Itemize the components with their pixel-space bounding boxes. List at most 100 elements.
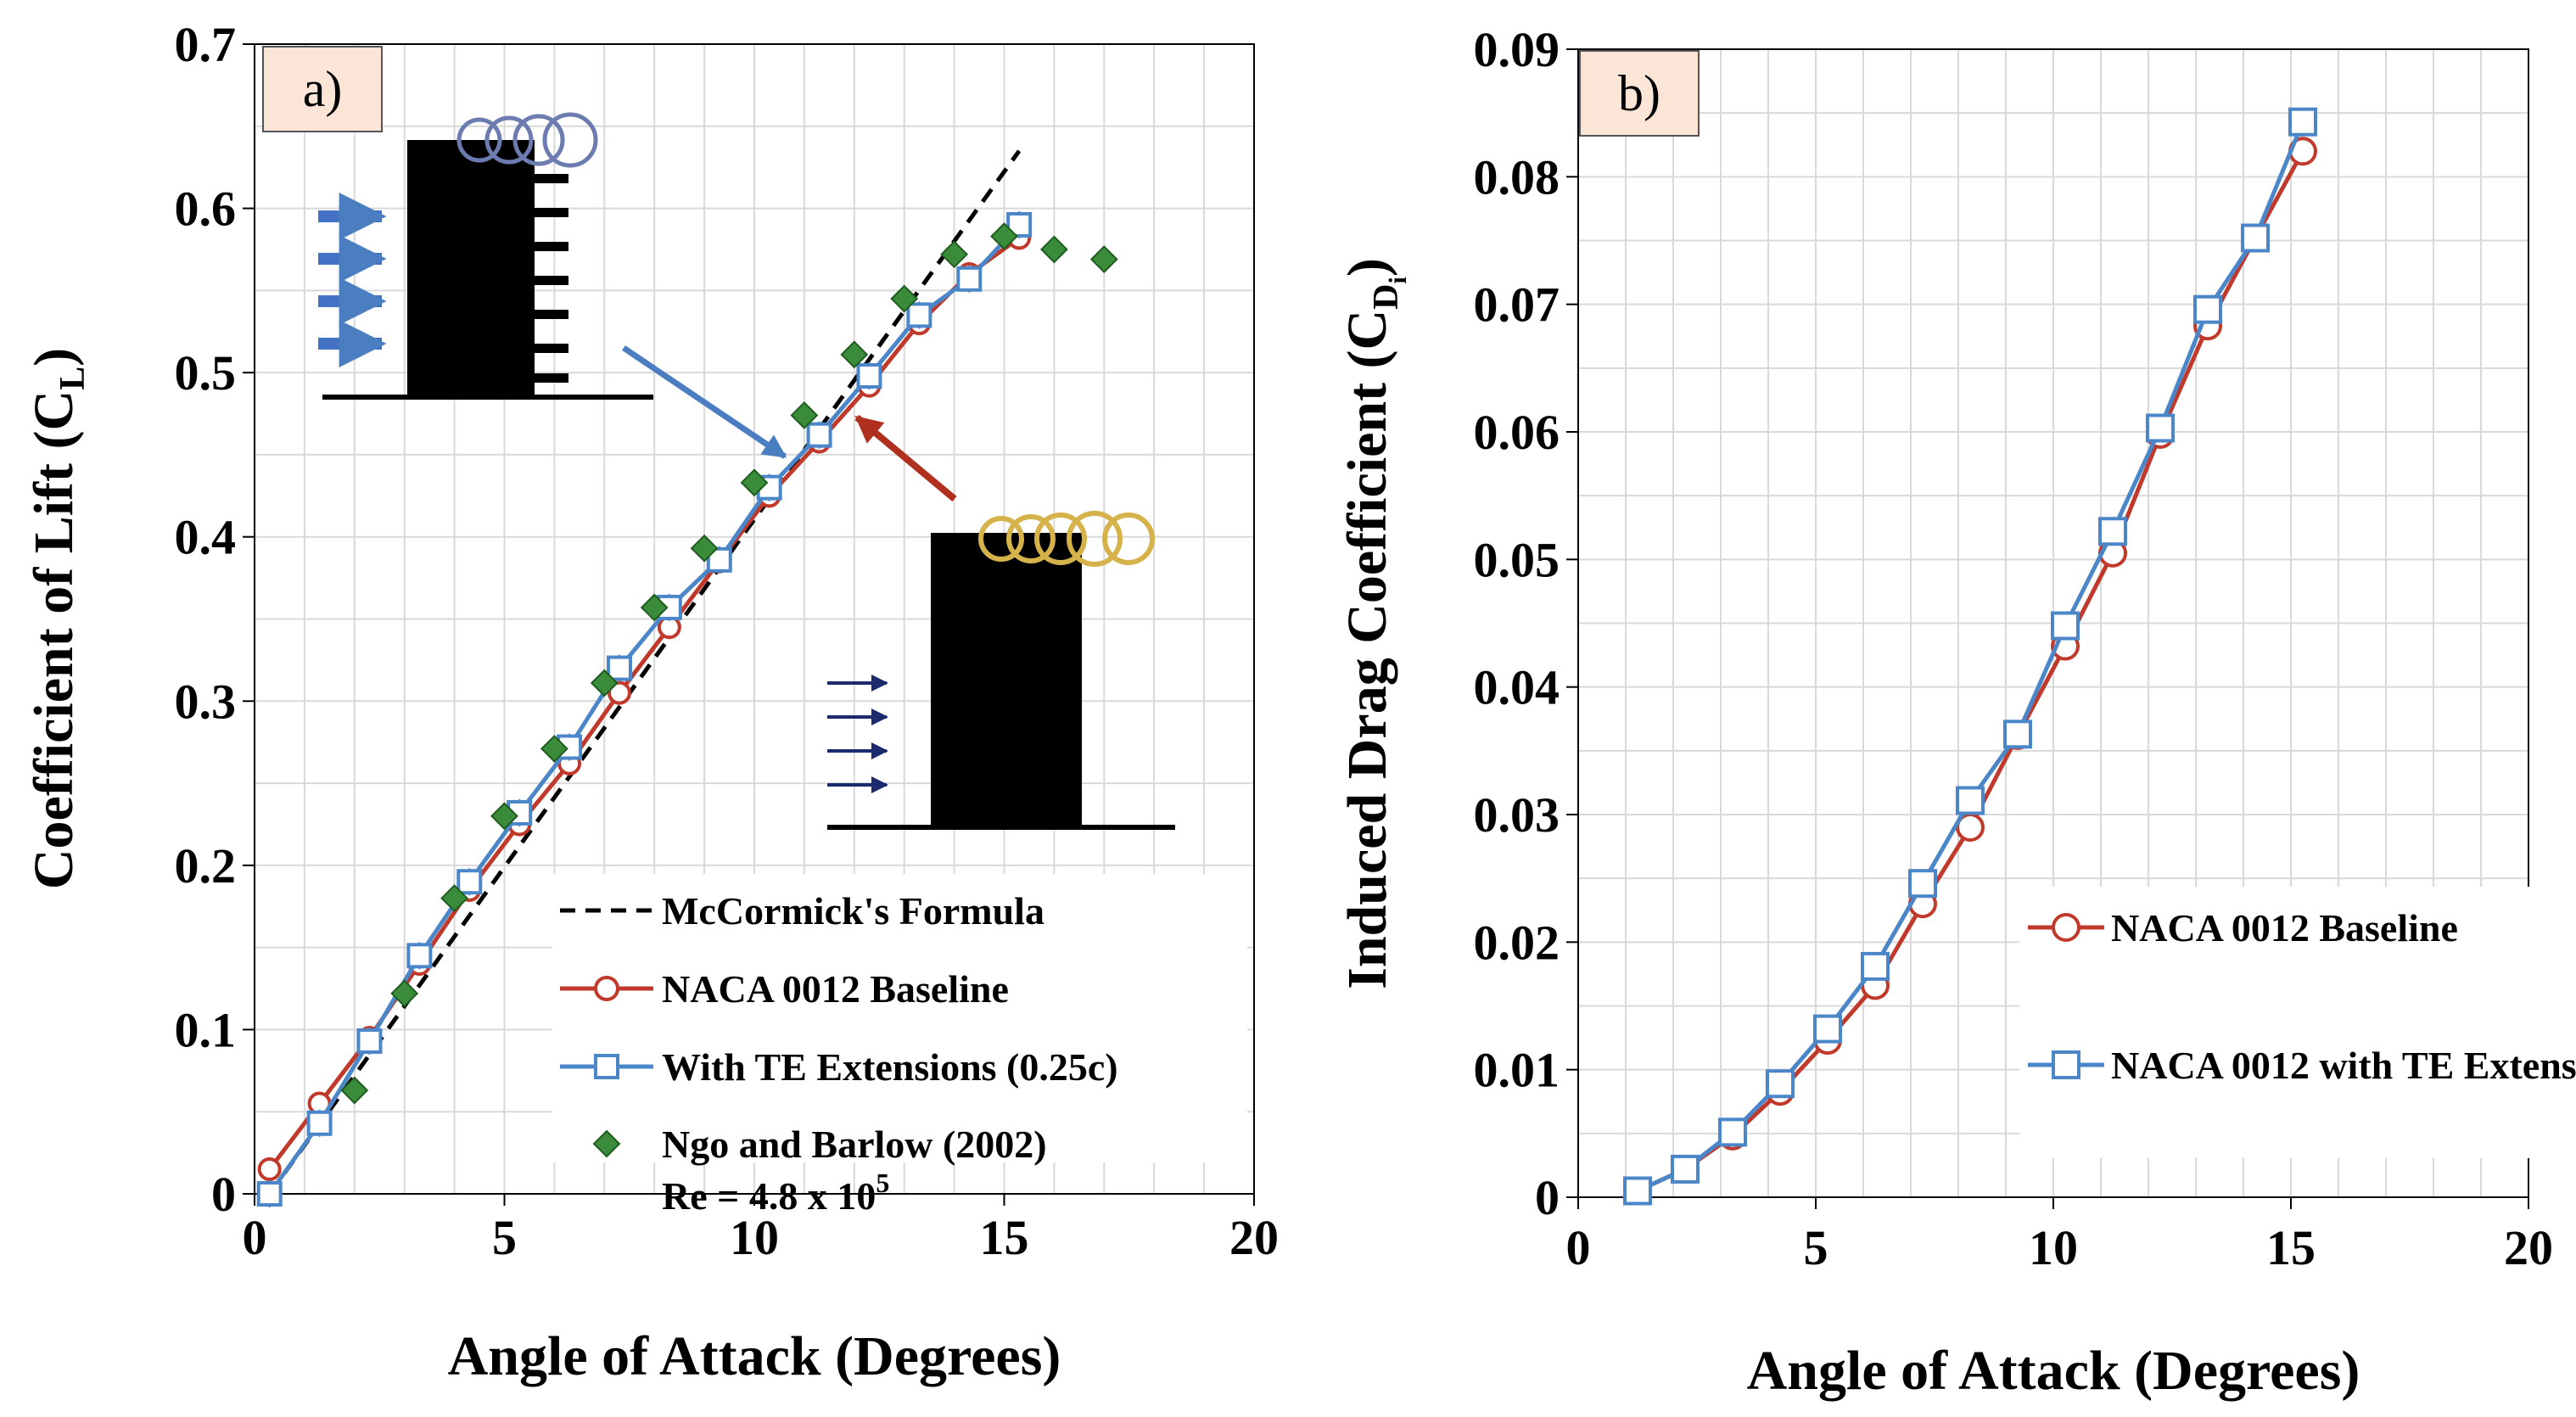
legend-a-label-mccormick: McCormick's Formula xyxy=(662,889,1044,933)
panel-b-tag-text: b) xyxy=(1618,65,1660,121)
data-point-square-b xyxy=(1623,1176,1652,1206)
data-point-square-b xyxy=(1718,1117,1747,1147)
legend-a-item-ngo: Ngo and Barlow (2002) xyxy=(592,1123,1047,1166)
y-tick-label-b: 0.02 xyxy=(1474,915,1560,970)
data-point-square-a xyxy=(256,1181,283,1207)
x-tick-label-a: 15 xyxy=(980,1210,1029,1265)
x-tick-label-b: 20 xyxy=(2504,1220,2553,1275)
data-point-square-b xyxy=(2241,223,2270,253)
y-tick-label-a: 0.7 xyxy=(175,17,237,72)
panel-a: 0 5 10 15 20 0 0.1 0.2 0.3 0.4 0.5 0.6 0.7 a) xyxy=(23,17,1279,1387)
panel-b-tag: b) xyxy=(1579,50,1700,137)
data-point-square-b xyxy=(1766,1069,1795,1099)
data-point-diamond-a xyxy=(490,802,518,831)
data-point-square-b xyxy=(1813,1014,1842,1044)
data-point-square-b xyxy=(2146,413,2175,443)
data-point-square-a xyxy=(456,869,483,895)
ticks-b: 0 5 10 15 20 0 0.01 0.02 0.03 0.04 0.05 0.06 0.07 0.0… xyxy=(1474,22,2554,1275)
y-tick-label-b: 0.04 xyxy=(1474,660,1560,715)
legend-a-label-ngo: Ngo and Barlow (2002) xyxy=(662,1123,1047,1166)
y-tick-label-b: 0.06 xyxy=(1474,405,1560,460)
y-tick-label-a: 0.5 xyxy=(175,345,237,400)
y-tick-label-a: 0.3 xyxy=(175,674,237,729)
y-tick-label-b: 0.09 xyxy=(1474,22,1560,77)
data-point-square-b xyxy=(2098,517,2127,546)
data-point-square-a xyxy=(656,594,682,620)
data-point-diamond-a xyxy=(840,340,869,369)
data-point-square-b xyxy=(2003,720,2032,749)
data-point-square-b xyxy=(2051,611,2080,641)
data-point-square-b xyxy=(1671,1154,1700,1184)
reynolds-annotation: Re = 4.8 x 105 xyxy=(662,1168,889,1218)
x-axis-label-b: Angle of Attack (Degrees) xyxy=(1747,1340,2360,1402)
legend-a-item-te: With TE Extensions (0.25c) xyxy=(560,1045,1118,1089)
data-point-square-b xyxy=(2193,294,2222,324)
data-point-diamond-a xyxy=(540,735,568,763)
data-point-diamond-a xyxy=(590,669,619,697)
data-point-square-b xyxy=(2288,107,2317,137)
data-point-diamond-a xyxy=(690,534,719,563)
x-tick-label-a: 10 xyxy=(730,1210,779,1265)
legend-b-label-te: NACA 0012 with TE Extensions xyxy=(2111,1044,2576,1087)
data-point-square-a xyxy=(306,1110,333,1136)
x-tick-label-a: 20 xyxy=(1229,1210,1279,1265)
data-point-square-b xyxy=(1861,951,1890,981)
data-point-square-a xyxy=(406,943,433,969)
legend-a: McCormick's Formula NACA 0012 Baseline W… xyxy=(552,874,1247,1166)
y-tick-label-a: 0.4 xyxy=(175,510,237,565)
data-point-diamond-a xyxy=(790,401,819,429)
data-point-diamond-a xyxy=(890,284,919,313)
data-point-diamond-a xyxy=(740,468,769,497)
data-point-square-a xyxy=(856,363,882,389)
x-tick-label-b: 5 xyxy=(1804,1220,1828,1275)
data-point-square-a xyxy=(606,655,632,681)
y-tick-label-a: 0.1 xyxy=(175,1002,237,1057)
panel-a-tag: a) xyxy=(262,46,383,132)
y-tick-label-a: 0.2 xyxy=(175,838,237,893)
data-point-diamond-a xyxy=(1089,245,1118,273)
data-point-square-a xyxy=(356,1028,383,1054)
y-axis-label-b: Induced Drag Coefficient (CDi) xyxy=(1336,258,1412,989)
data-point-diamond-a xyxy=(640,593,669,622)
y-tick-label-b: 0.03 xyxy=(1474,787,1560,843)
inset-arrow-blue xyxy=(622,345,787,459)
legend-a-item-mccormick: McCormick's Formula xyxy=(560,889,1044,933)
data-point-diamond-a xyxy=(390,979,419,1008)
legend-b-item-te: NACA 0012 with TE Extensions xyxy=(2028,1044,2576,1087)
data-point-diamond-a xyxy=(940,240,969,269)
data-point-diamond-a xyxy=(990,222,1018,250)
y-tick-label-b: 0.01 xyxy=(1474,1043,1560,1098)
x-tick-label-b: 0 xyxy=(1566,1220,1591,1275)
y-tick-label-a: 0.6 xyxy=(175,182,237,237)
y-tick-label-b: 0.05 xyxy=(1474,532,1560,587)
panel-a-tag-text: a) xyxy=(303,61,343,117)
data-point-square-a xyxy=(806,422,832,448)
series-b xyxy=(1623,107,2317,1206)
data-point-circle-a xyxy=(257,1157,282,1181)
legend-b-item-baseline: NACA 0012 Baseline xyxy=(2028,906,2458,949)
inset-wing-baseline xyxy=(827,414,1175,830)
data-point-diamond-a xyxy=(440,884,469,912)
data-point-square-a xyxy=(956,266,983,292)
data-point-diamond-a xyxy=(340,1076,369,1105)
series-line-a-0 xyxy=(267,149,1022,1196)
y-axis-label-a: Coefficient of Lift (CL) xyxy=(23,348,92,889)
y-tick-label-b: 0 xyxy=(1535,1170,1560,1225)
legend-a-label-te: With TE Extensions (0.25c) xyxy=(662,1045,1118,1089)
y-tick-label-b: 0.08 xyxy=(1474,149,1560,204)
data-point-circle-a xyxy=(607,680,631,705)
x-tick-label-b: 10 xyxy=(2029,1220,2078,1275)
data-point-square-b xyxy=(1908,869,1937,899)
y-tick-label-b: 0.07 xyxy=(1474,277,1560,333)
x-tick-label-a: 5 xyxy=(492,1210,517,1265)
legend-a-label-baseline: NACA 0012 Baseline xyxy=(662,967,1009,1011)
ticks-a: 0 5 10 15 20 0 0.1 0.2 0.3 0.4 0.5 0.6 0.7 xyxy=(175,17,1280,1265)
x-axis-label-a: Angle of Attack (Degrees) xyxy=(448,1325,1061,1387)
data-point-diamond-a xyxy=(1039,235,1068,264)
series-a xyxy=(256,149,1118,1207)
legend-a-item-baseline: NACA 0012 Baseline xyxy=(560,967,1009,1011)
data-point-square-a xyxy=(906,302,932,328)
panel-b: 0 5 10 15 20 0 0.01 0.02 0.03 0.04 0.05 0.06 0.07 0.0… xyxy=(1336,22,2576,1402)
inset-wing-te-extensions xyxy=(318,112,787,459)
